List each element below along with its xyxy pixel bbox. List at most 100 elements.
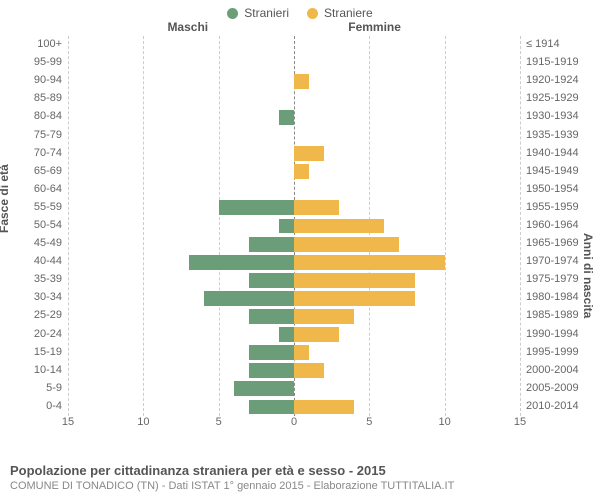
legend: Stranieri Straniere bbox=[0, 0, 600, 20]
y-right-label: 1940-1944 bbox=[526, 148, 600, 159]
age-row bbox=[68, 182, 520, 197]
bar-female bbox=[294, 400, 354, 415]
bar-male bbox=[189, 255, 294, 270]
y-left-label: 20-24 bbox=[0, 329, 62, 340]
y-left-label: 80-84 bbox=[0, 111, 62, 122]
age-row bbox=[68, 92, 520, 107]
bar-male bbox=[249, 363, 294, 378]
y-right-label: 1915-1919 bbox=[526, 57, 600, 68]
y-left-label: 55-59 bbox=[0, 202, 62, 213]
bar-male bbox=[249, 400, 294, 415]
bar-female bbox=[294, 255, 445, 270]
legend-male-label: Stranieri bbox=[244, 6, 289, 20]
bar-female bbox=[294, 164, 309, 179]
y-right-label: 1945-1949 bbox=[526, 166, 600, 177]
bar-male bbox=[234, 381, 294, 396]
bar-female bbox=[294, 327, 339, 342]
bar-male bbox=[249, 237, 294, 252]
bar-male bbox=[279, 110, 294, 125]
legend-male: Stranieri bbox=[227, 6, 289, 20]
y-right-label: 1985-1989 bbox=[526, 310, 600, 321]
bar-female bbox=[294, 219, 384, 234]
y-left-label: 5-9 bbox=[0, 383, 62, 394]
chart-area: Fasce di età Anni di nascita 100+95-9990… bbox=[0, 36, 600, 416]
column-headers: Maschi Femmine bbox=[0, 20, 600, 36]
x-tick: 10 bbox=[439, 416, 451, 428]
y-right-label: 1950-1954 bbox=[526, 184, 600, 195]
y-left-label: 65-69 bbox=[0, 166, 62, 177]
y-right-label: 1960-1964 bbox=[526, 220, 600, 231]
age-row bbox=[68, 291, 520, 306]
bar-male bbox=[279, 327, 294, 342]
bar-male bbox=[204, 291, 294, 306]
age-row bbox=[68, 128, 520, 143]
y-right-label: 1975-1979 bbox=[526, 274, 600, 285]
y-left-label: 75-79 bbox=[0, 130, 62, 141]
bar-female bbox=[294, 146, 324, 161]
x-tick: 15 bbox=[514, 416, 526, 428]
age-row bbox=[68, 363, 520, 378]
y-left-label: 35-39 bbox=[0, 274, 62, 285]
age-row bbox=[68, 200, 520, 215]
bar-female bbox=[294, 237, 399, 252]
x-axis-ticks: 15105051015 bbox=[68, 416, 520, 432]
age-row bbox=[68, 219, 520, 234]
y-right-labels: ≤ 1914 1915-1919 1920-1924 1925-1929 1930-19… bbox=[526, 36, 600, 416]
age-row bbox=[68, 381, 520, 396]
y-right-label: 1980-1984 bbox=[526, 292, 600, 303]
y-left-label: 50-54 bbox=[0, 220, 62, 231]
x-tick: 5 bbox=[216, 416, 222, 428]
y-right-label: 1995-1999 bbox=[526, 347, 600, 358]
bar-female bbox=[294, 363, 324, 378]
y-right-label: 1925-1929 bbox=[526, 93, 600, 104]
bar-male bbox=[249, 345, 294, 360]
y-left-label: 95-99 bbox=[0, 57, 62, 68]
bar-female bbox=[294, 291, 415, 306]
y-left-label: 40-44 bbox=[0, 256, 62, 267]
x-tick: 15 bbox=[62, 416, 74, 428]
legend-female-swatch bbox=[307, 8, 318, 19]
age-row bbox=[68, 56, 520, 71]
y-right-label: 2010-2014 bbox=[526, 401, 600, 412]
age-row bbox=[68, 309, 520, 324]
age-row bbox=[68, 164, 520, 179]
y-right-label: 1930-1934 bbox=[526, 111, 600, 122]
x-tick: 10 bbox=[137, 416, 149, 428]
y-right-label: 1935-1939 bbox=[526, 130, 600, 141]
age-row bbox=[68, 74, 520, 89]
y-left-label: 0-4 bbox=[0, 401, 62, 412]
y-right-label: ≤ 1914 bbox=[526, 39, 600, 50]
legend-female: Straniere bbox=[307, 6, 373, 20]
y-right-label: 1920-1924 bbox=[526, 75, 600, 86]
y-left-label: 70-74 bbox=[0, 148, 62, 159]
age-row bbox=[68, 327, 520, 342]
age-row bbox=[68, 146, 520, 161]
legend-male-swatch bbox=[227, 8, 238, 19]
y-left-label: 30-34 bbox=[0, 292, 62, 303]
age-row bbox=[68, 110, 520, 125]
y-left-label: 90-94 bbox=[0, 75, 62, 86]
age-row bbox=[68, 400, 520, 415]
age-row bbox=[68, 255, 520, 270]
bar-male bbox=[219, 200, 294, 215]
legend-female-label: Straniere bbox=[324, 6, 373, 20]
y-right-label: 1990-1994 bbox=[526, 329, 600, 340]
chart-footer: Popolazione per cittadinanza straniera p… bbox=[10, 463, 454, 492]
y-left-labels: 100+ 95-99 90-94 85-89 80-84 75-79 70-74 65-69 6… bbox=[0, 36, 62, 416]
bar-female bbox=[294, 309, 354, 324]
bar-female bbox=[294, 273, 415, 288]
y-left-label: 100+ bbox=[0, 39, 62, 50]
header-male: Maschi bbox=[167, 20, 208, 34]
y-right-label: 1970-1974 bbox=[526, 256, 600, 267]
y-right-label: 1955-1959 bbox=[526, 202, 600, 213]
bar-female bbox=[294, 74, 309, 89]
y-left-label: 60-64 bbox=[0, 184, 62, 195]
grid-line bbox=[520, 36, 521, 416]
age-row bbox=[68, 237, 520, 252]
bar-female bbox=[294, 200, 339, 215]
bar-male bbox=[249, 273, 294, 288]
y-left-label: 85-89 bbox=[0, 93, 62, 104]
header-female: Femmine bbox=[348, 20, 401, 34]
y-right-label: 2005-2009 bbox=[526, 383, 600, 394]
chart-title: Popolazione per cittadinanza straniera p… bbox=[10, 463, 454, 478]
